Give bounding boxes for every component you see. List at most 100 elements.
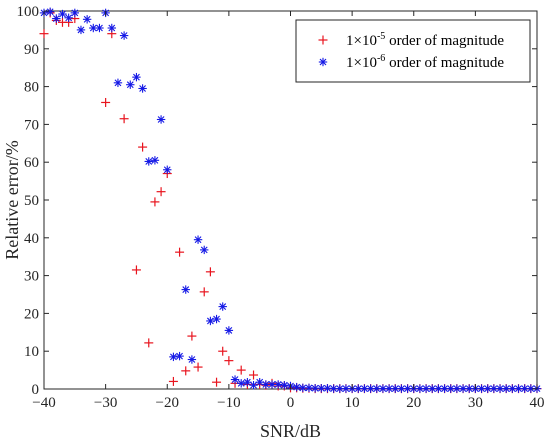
data-point [483, 384, 492, 393]
data-point [323, 384, 332, 393]
data-point [495, 384, 505, 393]
data-point [144, 157, 153, 166]
data-point [212, 314, 221, 324]
x-tick-label: −10 [217, 395, 240, 411]
data-point [520, 384, 529, 393]
data-point [175, 247, 185, 257]
data-point [168, 376, 178, 386]
legend-marker [318, 35, 328, 45]
axes: −40 −30 −20 −10 0 10 20 30 40 0 10 20 30 40 50 60 70 80 90… [17, 4, 545, 411]
legend-label: 1×10-5 order of magnitude [346, 31, 504, 49]
data-point [218, 302, 227, 311]
data-point [95, 23, 104, 33]
x-tick-label: −20 [156, 395, 179, 411]
y-tick-label: 100 [17, 4, 40, 20]
data-point [193, 235, 203, 244]
data-point [119, 114, 129, 124]
data-point [64, 13, 73, 23]
legend-label: 1×10-6 order of magnitude [346, 53, 504, 71]
data-point [243, 377, 252, 387]
data-point [508, 384, 517, 393]
data-point [45, 7, 55, 16]
data-point [193, 362, 203, 372]
data-point [372, 384, 381, 393]
data-point [58, 9, 67, 19]
data-point [292, 382, 301, 392]
y-tick-label: 40 [24, 231, 39, 247]
data-point [52, 14, 61, 23]
data-point [205, 267, 215, 277]
x-tick-label: 20 [406, 395, 421, 411]
data-point [163, 165, 172, 174]
x-tick-label: 40 [530, 395, 545, 411]
data-point [354, 384, 363, 393]
data-point [150, 156, 160, 165]
data-point [132, 72, 141, 82]
data-point [236, 365, 246, 375]
data-point [200, 245, 209, 255]
y-axis-label: Relative error/% [2, 140, 22, 259]
data-point [199, 287, 209, 297]
data-point [113, 78, 123, 88]
data-point [261, 380, 271, 389]
data-point [156, 187, 166, 197]
x-tick-label: −30 [94, 395, 117, 411]
y-tick-label: 70 [24, 117, 39, 133]
data-point [273, 380, 283, 389]
y-tick-label: 50 [24, 193, 39, 209]
data-point [119, 31, 129, 40]
data-point [181, 366, 191, 376]
data-point [335, 384, 344, 393]
data-point [298, 383, 308, 393]
y-tick-label: 90 [24, 42, 39, 58]
y-tick-label: 10 [24, 344, 39, 360]
x-tick-label: 10 [345, 395, 360, 411]
x-tick-label: 0 [287, 395, 295, 411]
data-point [230, 375, 240, 384]
data-point [101, 97, 111, 107]
data-point [175, 351, 184, 361]
data-point [150, 197, 160, 207]
legend: 1×10-5 order of magnitude 1×10-6 order of… [295, 19, 531, 83]
y-tick-label: 80 [24, 80, 39, 96]
legend-marker [318, 57, 328, 67]
data-point [440, 384, 449, 393]
data-point [280, 381, 289, 390]
data-point [138, 84, 147, 93]
data-point [138, 142, 148, 152]
x-tick-label: −40 [32, 395, 55, 411]
y-tick-label: 20 [24, 306, 39, 322]
data-point [187, 355, 197, 364]
data-marks [39, 7, 542, 394]
data-point [378, 384, 388, 393]
legend-box [295, 19, 531, 83]
data-point [107, 23, 116, 33]
data-point [39, 29, 49, 39]
data-point [249, 381, 258, 390]
data-point [501, 384, 511, 393]
data-point [458, 384, 468, 393]
data-point [224, 326, 234, 335]
data-point [206, 316, 215, 326]
y-tick-label: 0 [32, 382, 40, 398]
data-point [181, 285, 190, 294]
data-point [187, 331, 197, 341]
legend-entry: 1×10-6 order of magnitude [318, 53, 504, 71]
y-tick-label: 60 [24, 155, 39, 171]
data-point [169, 352, 178, 362]
data-point [156, 115, 166, 124]
data-point [212, 377, 222, 387]
data-point [126, 80, 135, 89]
data-point [70, 8, 80, 18]
data-point [237, 379, 246, 388]
data-point [224, 356, 234, 366]
data-point [514, 384, 523, 393]
data-point [218, 346, 228, 356]
data-point [144, 338, 154, 348]
series-2 [39, 7, 542, 393]
data-point [255, 377, 264, 387]
data-point [76, 25, 86, 35]
data-point [397, 384, 406, 393]
y-tick-label: 30 [24, 269, 39, 285]
